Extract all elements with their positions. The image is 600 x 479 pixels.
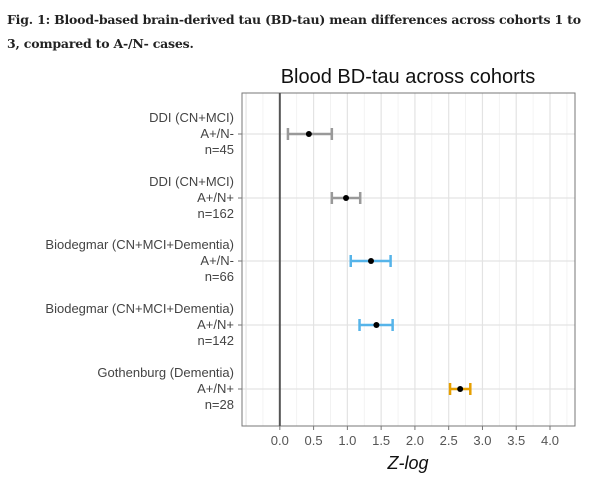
- panel-border: [241, 92, 576, 427]
- x-tick-label: 2.5: [440, 433, 458, 448]
- mean-point: [368, 258, 375, 264]
- y-tick-label: A+/N+: [197, 190, 234, 205]
- y-tick-label: DDI (CN+MCI): [149, 110, 234, 125]
- y-tick-label: A+/N-: [200, 126, 234, 141]
- x-tick-label: 4.0: [541, 433, 559, 448]
- x-tick-label: 2.0: [406, 433, 424, 448]
- mean-point: [305, 131, 312, 137]
- chart-title: Blood BD-tau across cohorts: [281, 66, 536, 88]
- x-tick-label: 0.0: [271, 433, 289, 448]
- y-tick-label: n=162: [197, 206, 234, 221]
- y-tick-label: n=28: [205, 397, 234, 412]
- plot-panel: [242, 93, 575, 426]
- y-tick-label: Biodegmar (CN+MCI+Dementia): [45, 301, 234, 316]
- y-tick-label: A+/N+: [197, 317, 234, 332]
- y-tick-label: DDI (CN+MCI): [149, 174, 234, 189]
- x-tick-label: 0.5: [305, 433, 323, 448]
- mean-point: [343, 195, 350, 201]
- y-tick-label: Gothenburg (Dementia): [97, 365, 234, 380]
- y-tick-label: n=66: [205, 269, 234, 284]
- y-tick-label: n=45: [205, 142, 234, 157]
- x-tick-label: 3.5: [507, 433, 525, 448]
- mean-point: [457, 386, 464, 392]
- x-tick-label: 1.0: [338, 433, 356, 448]
- y-tick-label: n=142: [197, 333, 234, 348]
- y-tick-label: A+/N-: [200, 253, 234, 268]
- mean-point: [373, 322, 380, 328]
- x-axis-label: Z-log: [386, 453, 428, 473]
- figure-caption: Fig. 1: Blood-based brain-derived tau (B…: [7, 12, 581, 51]
- y-tick-label: Biodegmar (CN+MCI+Dementia): [45, 237, 234, 252]
- x-tick-label: 1.5: [372, 433, 390, 448]
- y-tick-label: A+/N+: [197, 381, 234, 396]
- x-tick-label: 3.0: [473, 433, 491, 448]
